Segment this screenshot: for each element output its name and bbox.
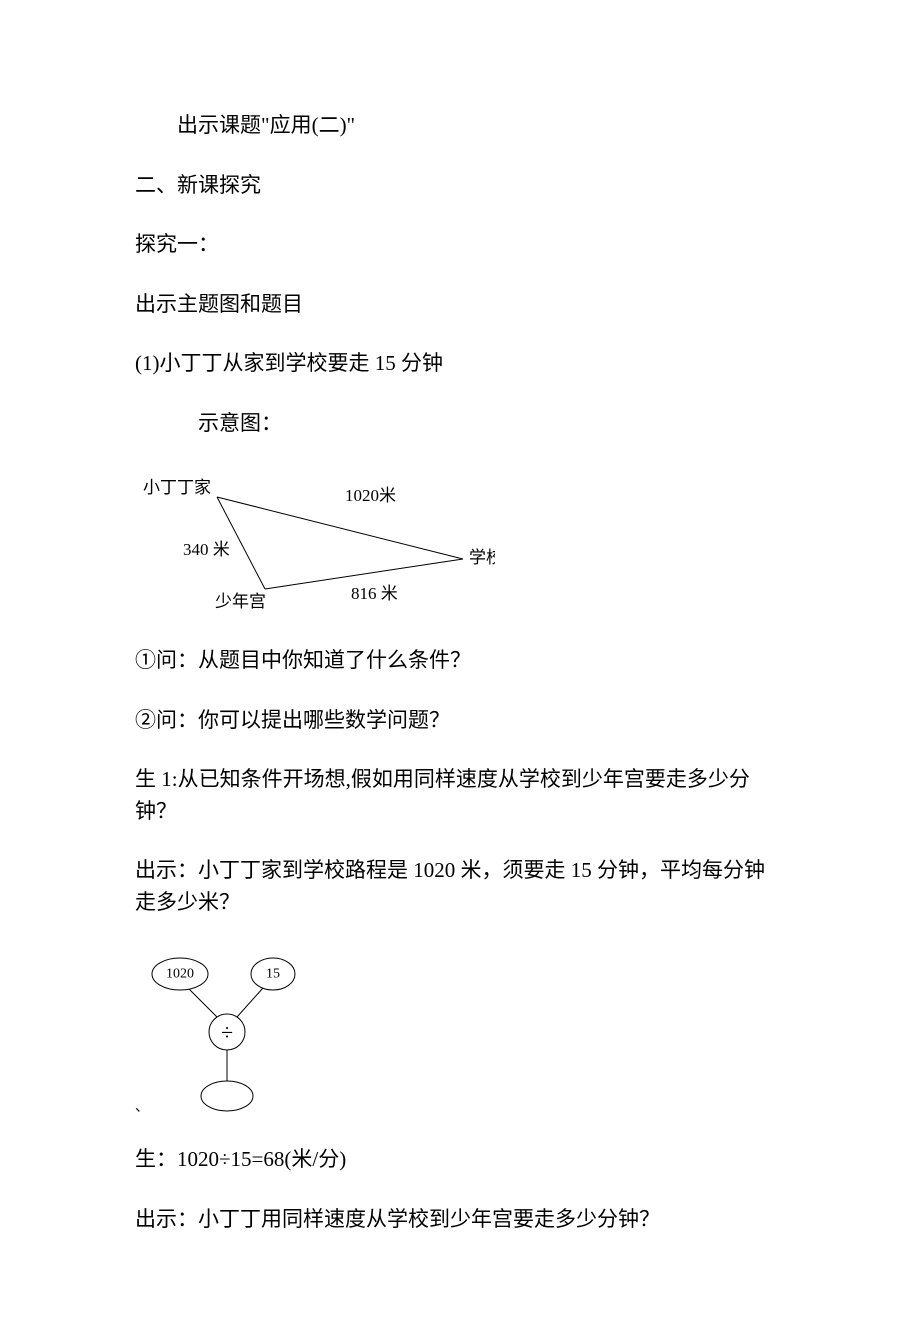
question-2: ②问：你可以提出哪些数学问题？ <box>135 705 785 737</box>
line-item1: (1)小丁丁从家到学校要走 15 分钟 <box>135 348 785 380</box>
svg-text:小丁丁家: 小丁丁家 <box>143 478 211 497</box>
tree-backtick: 、 <box>135 1096 149 1116</box>
svg-text:1020米: 1020米 <box>345 486 396 505</box>
svg-text:816 米: 816 米 <box>351 584 398 603</box>
triangle-diagram: 1020米 340 米 816 米 小丁丁家学校少年宫 <box>135 467 785 617</box>
line-topic: 出示课题"应用(二)" <box>135 110 785 142</box>
svg-text:340 米: 340 米 <box>183 540 230 559</box>
show-1: 出示：小丁丁家到学校路程是 1020 米，须要走 15 分钟，平均每分钟走多少米… <box>135 855 785 918</box>
triangle-svg: 1020米 340 米 816 米 小丁丁家学校少年宫 <box>135 467 495 617</box>
svg-text:1020: 1020 <box>166 967 194 982</box>
svg-text:学校: 学校 <box>469 548 495 567</box>
line-diagram-label: 示意图： <box>135 408 785 440</box>
tree-svg: 1020 15 ÷ <box>135 946 335 1116</box>
calc-line: 生：1020÷15=68(米/分) <box>135 1144 785 1176</box>
show-2: 出示：小丁丁用同样速度从学校到少年宫要走多少分钟？ <box>135 1204 785 1236</box>
student-1: 生 1:从已知条件开场想,假如用同样速度从学校到少年宫要走多少分钟？ <box>135 764 785 827</box>
line-section: 二、新课探究 <box>135 170 785 202</box>
question-1: ①问：从题目中你知道了什么条件？ <box>135 645 785 677</box>
line-explore: 探究一： <box>135 229 785 261</box>
svg-text:÷: ÷ <box>221 1020 233 1045</box>
svg-text:少年宫: 少年宫 <box>215 592 266 611</box>
svg-text:15: 15 <box>266 967 280 982</box>
tree-diagram: 1020 15 ÷ 、 <box>135 946 785 1116</box>
line-show-problem: 出示主题图和题目 <box>135 289 785 321</box>
